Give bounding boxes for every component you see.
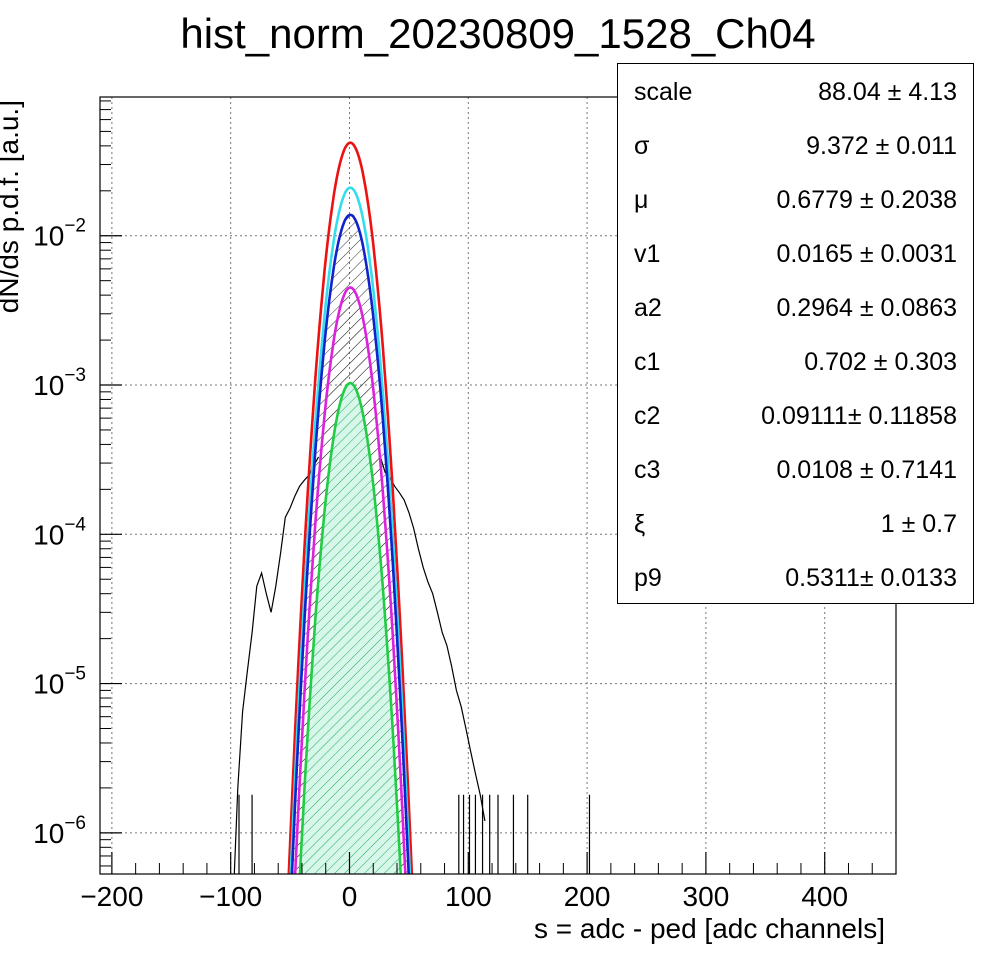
stat-value: 0.6779 ± 0.2038 (776, 186, 957, 214)
fit-curve (298, 381, 403, 874)
x-tick-label: 0 (342, 881, 358, 912)
x-tick-label: 300 (683, 881, 730, 912)
stat-value: 0.0108 ± 0.7141 (776, 456, 957, 484)
stat-row: c2 0.09111± 0.11858 (618, 390, 973, 444)
x-axis-label: s = adc - ped [adc channels] (534, 913, 885, 944)
y-axis-label: dN/ds p.d.f. [a.u.] (0, 100, 24, 313)
stat-row: c3 0.0108 ± 0.7141 (618, 444, 973, 498)
stat-row: a2 0.2964 ± 0.0863 (618, 282, 973, 336)
chart-title: hist_norm_20230809_1528_Ch04 (180, 10, 815, 57)
fit-curve-fill (298, 383, 402, 874)
fit-curve (293, 286, 407, 874)
stat-row: σ 9.372 ± 0.011 (618, 120, 973, 174)
stat-value: 0.2964 ± 0.0863 (776, 294, 957, 322)
stat-name: μ (634, 186, 649, 214)
stat-row: c1 0.702 ± 0.303 (618, 336, 973, 390)
y-tick-label: 10−3 (33, 365, 86, 401)
stat-row: μ 0.6779 ± 0.2038 (618, 174, 973, 228)
fit-curve (289, 186, 412, 874)
stat-row: p9 0.5311± 0.0133 (618, 552, 973, 606)
y-tick-label: 10−5 (33, 664, 86, 700)
stat-value: 88.04 ± 4.13 (818, 78, 957, 106)
x-tick-label: −100 (199, 881, 262, 912)
stat-name: c2 (634, 402, 661, 430)
stat-value: 9.372 ± 0.011 (806, 132, 957, 160)
stat-value: 0.702 ± 0.303 (804, 348, 957, 376)
x-tick-label: 400 (801, 881, 848, 912)
plot-area (233, 141, 591, 874)
stat-value: 0.09111± 0.11858 (761, 402, 957, 430)
stat-value: 0.5311± 0.0133 (785, 564, 957, 592)
x-tick-label: 200 (564, 881, 611, 912)
y-tick-label: 10−2 (33, 216, 86, 252)
stat-row: ξ 1 ± 0.7 (618, 498, 973, 552)
stat-name: p9 (634, 564, 662, 592)
x-tick-label: 100 (445, 881, 492, 912)
stat-name: ξ (634, 510, 646, 538)
stat-name: c3 (634, 456, 661, 484)
y-tick-label: 10−4 (33, 514, 86, 550)
histogram-line (233, 456, 486, 874)
stat-value: 1 ± 0.7 (880, 510, 957, 538)
fit-curve (290, 213, 410, 874)
stat-row: scale 88.04 ± 4.13 (618, 66, 973, 120)
x-tick-label: −200 (80, 881, 143, 912)
axes: −200 −100 0 100 200 300 400 10−6 10−5 10−4 10−3 10−… (33, 100, 897, 912)
stat-row: v1 0.0165 ± 0.0031 (618, 228, 973, 282)
stat-name: σ (634, 132, 650, 160)
stat-value: 0.0165 ± 0.0031 (776, 240, 957, 268)
fit-stats-box: scale 88.04 ± 4.13 σ 9.372 ± 0.011 μ 0.6779 ±… (617, 63, 974, 604)
stat-name: scale (634, 78, 693, 106)
stat-name: v1 (634, 240, 661, 268)
stat-name: a2 (634, 294, 662, 322)
stat-name: c1 (634, 348, 661, 376)
y-tick-label: 10−6 (33, 813, 86, 849)
fit-curve (287, 141, 414, 874)
